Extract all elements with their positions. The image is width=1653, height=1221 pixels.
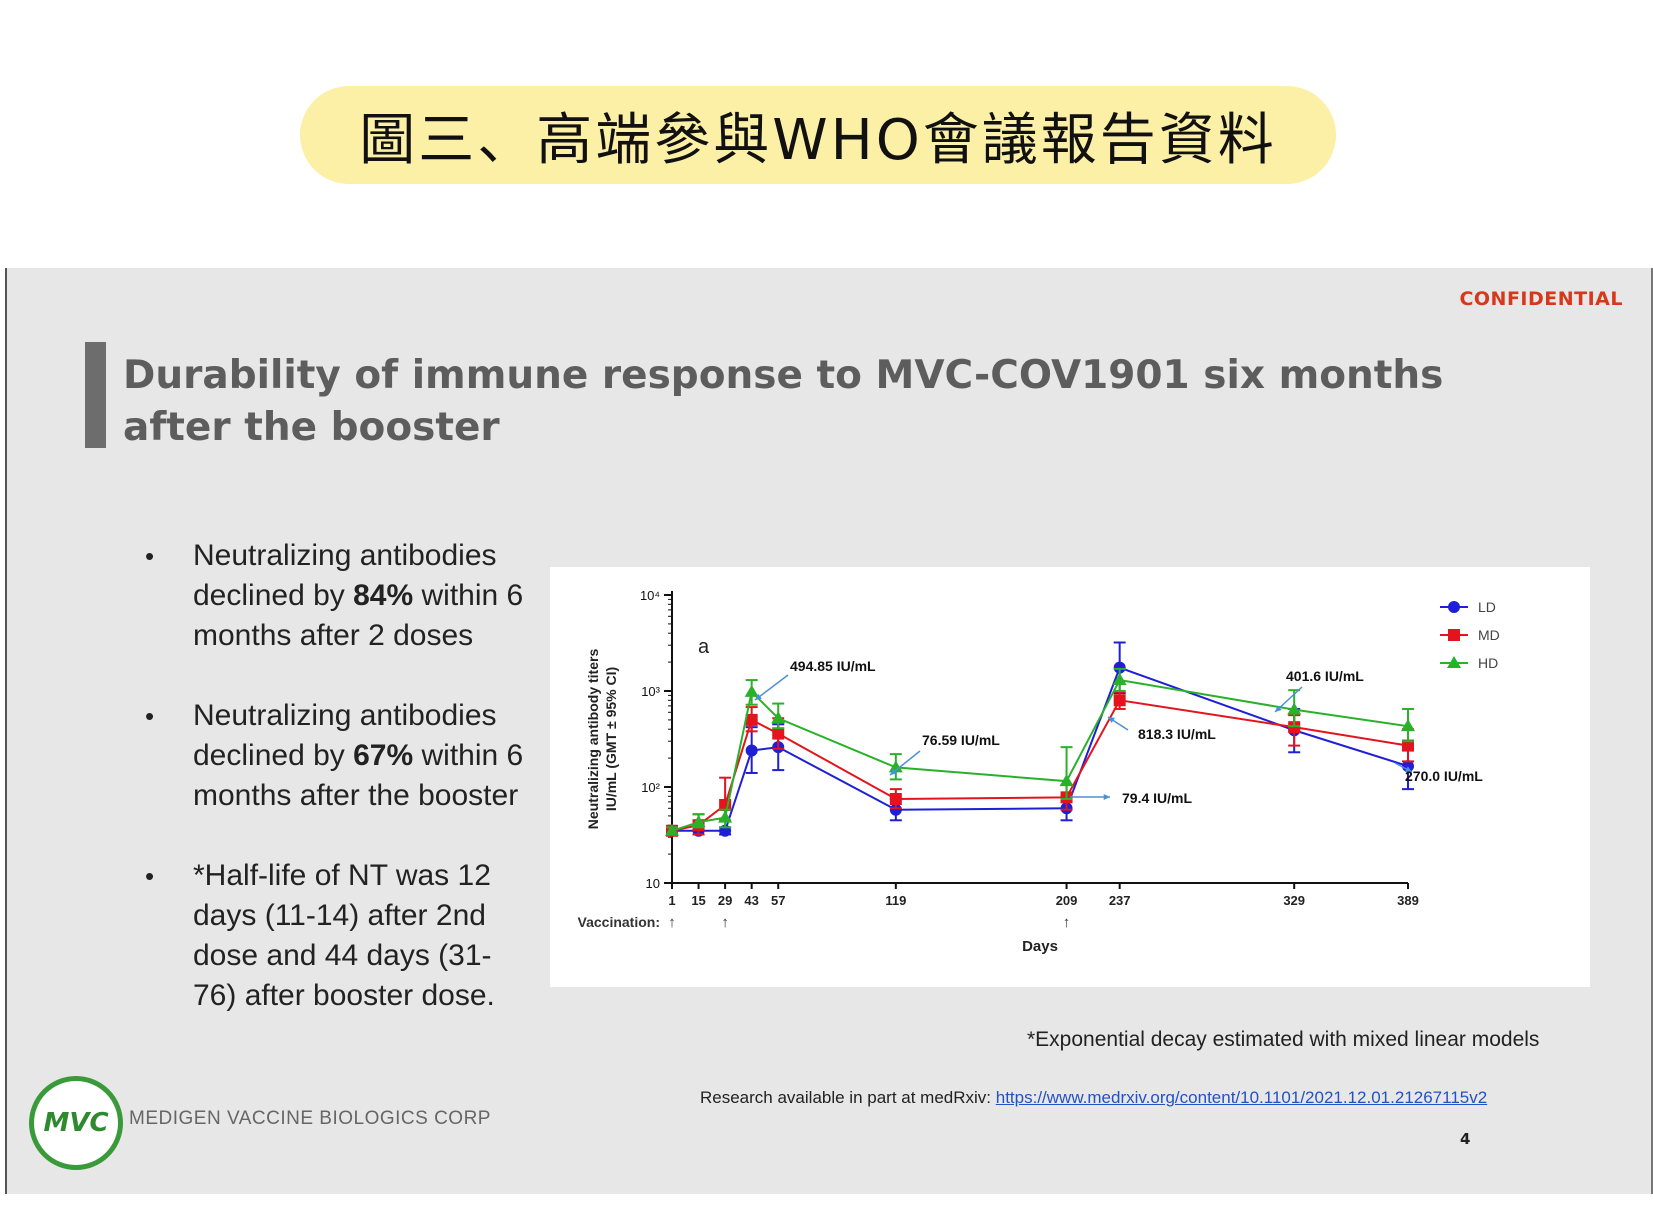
vaccination-label: Vaccination: bbox=[578, 914, 660, 930]
x-tick-label: 15 bbox=[691, 893, 705, 908]
annotation-label: 76.59 IU/mL bbox=[922, 732, 1000, 748]
research-note: Research available in part at medRxiv: h… bbox=[700, 1088, 1488, 1107]
slide: CONFIDENTIAL Durability of immune respon… bbox=[5, 268, 1653, 1194]
series-line-md bbox=[671, 699, 1409, 832]
x-tick-label: 389 bbox=[1397, 893, 1419, 908]
y-axis-label: Neutralizing antibody titers IU/mL (GMT ±… bbox=[585, 649, 619, 830]
annotation-arrowhead bbox=[1275, 705, 1282, 712]
annotation-label: 270.0 IU/mL bbox=[1405, 768, 1483, 784]
annotation-label: 79.4 IU/mL bbox=[1122, 790, 1192, 806]
data-point-hd bbox=[744, 684, 759, 697]
annotation-label: 494.85 IU/mL bbox=[790, 658, 876, 674]
data-point-ld bbox=[745, 744, 758, 757]
annotation-arrow bbox=[889, 750, 921, 776]
y-tick-label: 10 bbox=[646, 876, 660, 891]
data-point-hd bbox=[1287, 702, 1302, 715]
data-point-hd bbox=[1401, 719, 1415, 732]
data-point-md bbox=[772, 727, 785, 740]
panel-label: a bbox=[698, 636, 710, 658]
legend-marker bbox=[1448, 629, 1460, 641]
company-name: MEDIGEN VACCINE BIOLOGICS CORP bbox=[129, 1108, 491, 1129]
data-point-md bbox=[1113, 694, 1126, 707]
y-tick-label: 10³ bbox=[641, 684, 660, 699]
legend-label-md: MD bbox=[1478, 627, 1500, 643]
series-line-ld bbox=[672, 666, 1409, 832]
data-point-ld bbox=[1113, 661, 1126, 674]
bullet-item: Neutralizing antibodies declined by 67% … bbox=[145, 696, 525, 816]
confidential-label: CONFIDENTIAL bbox=[1459, 288, 1623, 310]
medrxiv-link[interactable]: https://www.medrxiv.org/content/10.1101/… bbox=[995, 1088, 1488, 1107]
page-number: 4 bbox=[1460, 1130, 1471, 1148]
slide-title: Durability of immune response to MVC-COV… bbox=[123, 353, 1444, 450]
bullet-item: Neutralizing antibodies declined by 84% … bbox=[145, 536, 525, 656]
annotation-arrowhead bbox=[1405, 766, 1412, 772]
bullet-item: *Half-life of NT was 12 days (11-14) aft… bbox=[145, 856, 525, 1016]
annotation-arrowhead bbox=[890, 768, 897, 775]
legend-marker bbox=[1448, 601, 1460, 613]
x-tick-label: 1 bbox=[668, 893, 675, 908]
data-point-hd bbox=[888, 760, 903, 773]
data-point-ld bbox=[889, 803, 902, 816]
legend-label-ld: LD bbox=[1478, 599, 1496, 615]
title-accent-bar bbox=[85, 342, 106, 448]
data-point-hd bbox=[1112, 673, 1127, 686]
antibody-titer-chart: 10 10² 10³ 10⁴ 1 15 29 43 57 119 209 237 329 389 Vacci… bbox=[578, 588, 1500, 955]
annotation-label: 818.3 IU/mL bbox=[1138, 726, 1216, 742]
mvc-logo: MVC bbox=[29, 1076, 123, 1170]
data-point-hd bbox=[718, 810, 733, 823]
data-point-hd bbox=[771, 711, 786, 724]
x-tick-label: 119 bbox=[885, 893, 906, 908]
bullet-list: Neutralizing antibodies declined by 84% … bbox=[145, 536, 525, 1056]
data-point-hd bbox=[691, 815, 706, 828]
y-tick-label: 10⁴ bbox=[640, 588, 660, 603]
x-axis-label: Days bbox=[1022, 938, 1058, 955]
annotation-arrowhead bbox=[755, 693, 762, 700]
data-point-hd bbox=[665, 823, 679, 836]
x-tick-label: 43 bbox=[744, 893, 758, 908]
data-point-md bbox=[745, 713, 758, 726]
x-tick-label: 237 bbox=[1109, 893, 1131, 908]
chart-panel: 10 10² 10³ 10⁴ 1 15 29 43 57 119 209 237 329 389 Vacci… bbox=[550, 567, 1590, 987]
annotation-label: 401.6 IU/mL bbox=[1286, 668, 1364, 684]
x-tick-label: 209 bbox=[1056, 893, 1078, 908]
annotation-arrowhead bbox=[1108, 717, 1115, 723]
legend-marker bbox=[1447, 656, 1461, 668]
banner-title: 圖三、高端參與WHO會議報告資料 bbox=[300, 86, 1336, 184]
footnote: *Exponential decay estimated with mixed … bbox=[1027, 1028, 1540, 1051]
annotation-arrow bbox=[754, 674, 789, 701]
y-tick-label: 10² bbox=[641, 780, 660, 795]
data-point-hd bbox=[1059, 774, 1074, 787]
x-tick-label: 29 bbox=[718, 893, 732, 908]
x-tick-label: 57 bbox=[771, 893, 785, 908]
legend-label-hd: HD bbox=[1478, 655, 1498, 671]
series-line-hd bbox=[671, 678, 1409, 832]
annotation-arrowhead bbox=[1103, 793, 1110, 801]
vaccination-arrow-icon: ↑ bbox=[668, 914, 676, 931]
vaccination-arrow-icon: ↑ bbox=[1063, 914, 1071, 931]
x-tick-label: 329 bbox=[1283, 893, 1305, 908]
data-point-md bbox=[1402, 739, 1414, 752]
data-point-md bbox=[889, 792, 902, 805]
vaccination-arrow-icon: ↑ bbox=[721, 914, 729, 931]
